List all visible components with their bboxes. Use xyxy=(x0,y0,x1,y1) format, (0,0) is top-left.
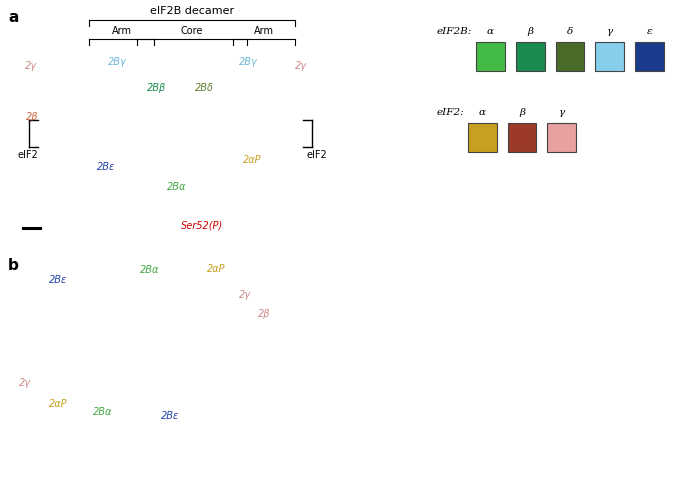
Text: 2Bα: 2Bα xyxy=(140,265,159,275)
Text: 2Bγ: 2Bγ xyxy=(239,57,258,67)
Text: eIF2: eIF2 xyxy=(307,150,327,160)
Text: 2Bε: 2Bε xyxy=(161,411,179,421)
Text: Arm: Arm xyxy=(253,27,274,36)
Text: eIF2:: eIF2: xyxy=(437,108,464,117)
Text: eIF2B decamer: eIF2B decamer xyxy=(150,6,234,16)
FancyBboxPatch shape xyxy=(468,123,497,152)
Text: 2Bε: 2Bε xyxy=(49,275,67,285)
Text: α: α xyxy=(479,108,486,117)
FancyBboxPatch shape xyxy=(556,42,584,71)
FancyBboxPatch shape xyxy=(516,42,545,71)
FancyBboxPatch shape xyxy=(595,42,624,71)
Text: 2αP: 2αP xyxy=(206,264,225,274)
Text: 2Bα: 2Bα xyxy=(167,182,186,191)
Text: γ: γ xyxy=(606,27,613,36)
FancyBboxPatch shape xyxy=(635,42,664,71)
Text: 2γ: 2γ xyxy=(19,378,32,388)
Text: 2β: 2β xyxy=(258,309,270,319)
Text: Ser52(P): Ser52(P) xyxy=(181,221,223,231)
FancyBboxPatch shape xyxy=(547,123,576,152)
Text: 2Bα: 2Bα xyxy=(93,408,112,417)
FancyBboxPatch shape xyxy=(476,42,505,71)
Text: δ: δ xyxy=(566,27,573,36)
Text: 2αP: 2αP xyxy=(242,155,262,164)
Text: 2αP: 2αP xyxy=(49,399,68,409)
Text: 2γ: 2γ xyxy=(239,290,251,300)
Text: eIF2: eIF2 xyxy=(17,150,38,160)
Text: Arm: Arm xyxy=(112,27,132,36)
Text: β: β xyxy=(519,108,525,117)
Text: 2β: 2β xyxy=(26,112,38,122)
Text: 2Bγ: 2Bγ xyxy=(108,57,127,67)
Text: 2Bβ: 2Bβ xyxy=(147,83,166,93)
Text: b: b xyxy=(8,258,19,273)
Text: 2γ: 2γ xyxy=(295,61,308,71)
Text: 2Bε: 2Bε xyxy=(97,162,115,172)
Text: β: β xyxy=(527,27,533,36)
Text: α: α xyxy=(487,27,494,36)
Text: 2Bδ: 2Bδ xyxy=(195,83,214,93)
Text: a: a xyxy=(8,10,18,25)
Text: eIF2B:: eIF2B: xyxy=(437,27,472,36)
Text: γ: γ xyxy=(558,108,565,117)
FancyBboxPatch shape xyxy=(508,123,536,152)
Text: ε: ε xyxy=(647,27,652,36)
Text: Core: Core xyxy=(181,27,203,36)
Text: 2γ: 2γ xyxy=(25,61,37,71)
